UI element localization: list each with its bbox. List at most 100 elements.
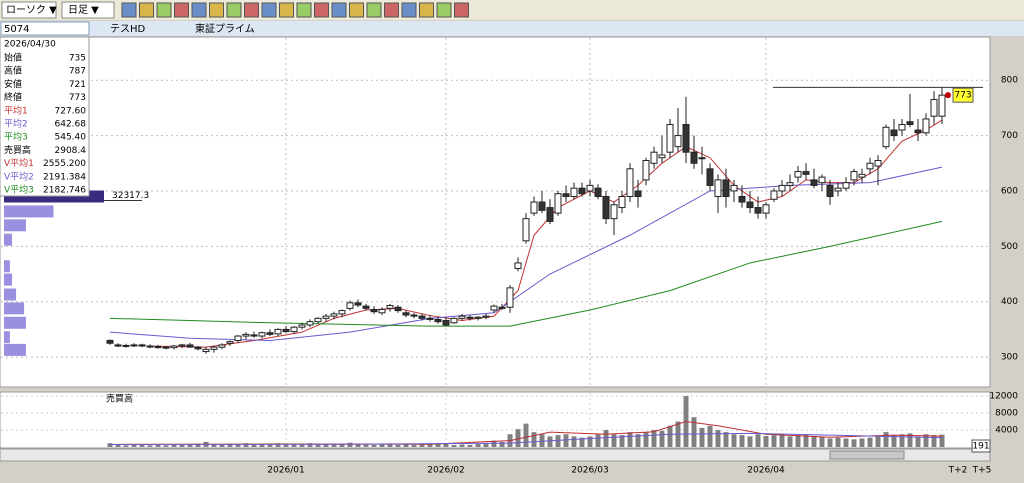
volume-bar: [235, 444, 241, 447]
candle-body: [482, 315, 490, 318]
volume-bar: [667, 425, 673, 447]
plot: 300 400 500 600 700 800 4000 8000 12000 2026/01 20…: [1, 38, 1018, 476]
info-label: 平均1: [4, 104, 28, 116]
volume-bar: [835, 437, 841, 447]
volume-bar: [723, 432, 729, 447]
candle-body: [194, 346, 202, 350]
candle-body: [282, 328, 290, 333]
volume-bar: [843, 438, 849, 447]
info-label: 高値: [4, 65, 22, 77]
candle-body: [274, 328, 282, 335]
tool-icon[interactable]: [401, 2, 417, 18]
volume-bar: [443, 443, 449, 447]
volume-bar: [243, 443, 249, 447]
tool-icon[interactable]: [436, 2, 452, 18]
tool-icon[interactable]: [314, 2, 329, 18]
volume-bar: [547, 436, 553, 447]
candle-body: [226, 341, 234, 344]
volume-bar: [163, 445, 169, 447]
market: 東証プライム: [195, 22, 255, 35]
tool-icon[interactable]: [296, 2, 312, 18]
volume-bar: [531, 432, 537, 447]
volume-bar: [299, 444, 305, 447]
code-input[interactable]: [0, 21, 90, 36]
tool-icon[interactable]: [121, 2, 137, 18]
info-value: 2908.4: [55, 146, 87, 156]
candle-body: [626, 168, 634, 197]
profile-bar: [4, 331, 10, 344]
candle-body: [314, 317, 322, 323]
info-value: 642.68: [55, 120, 87, 130]
tool-icon[interactable]: [331, 2, 347, 18]
tool-icon[interactable]: [366, 2, 382, 18]
chart-type-select[interactable]: [1, 1, 57, 19]
candle-body: [170, 345, 178, 349]
tool-icon[interactable]: [156, 2, 172, 18]
volume-bar: [875, 436, 881, 447]
period-select[interactable]: [61, 1, 115, 19]
candle-body: [458, 315, 466, 319]
tool-icon[interactable]: [279, 2, 294, 18]
chart-type[interactable]: ローソク ▼: [6, 4, 57, 16]
tool-icon[interactable]: [419, 2, 434, 18]
ma-line: [109, 166, 943, 341]
candle-body: [690, 151, 698, 164]
tool-icon[interactable]: [226, 2, 242, 18]
profile-bar: [4, 219, 26, 232]
tool-icon[interactable]: [261, 2, 277, 18]
scrollbar[interactable]: [0, 448, 991, 462]
volume-bar: [467, 444, 473, 447]
volume-bar: [331, 443, 337, 447]
period[interactable]: 日足 ▼: [68, 4, 99, 16]
candle-body: [570, 187, 578, 197]
candle-body: [162, 346, 170, 349]
x-tick-label: 2026/02: [427, 466, 464, 476]
candle-body: [890, 129, 898, 137]
volume-bar: [939, 434, 945, 447]
candle-body: [386, 305, 394, 309]
volume-bar: [139, 444, 145, 447]
candle-body: [794, 171, 802, 178]
tool-icon[interactable]: [139, 2, 154, 18]
tool-icon[interactable]: [384, 2, 399, 18]
volume-bar: [891, 435, 897, 447]
ma-line: [109, 420, 943, 445]
scroll-thumb[interactable]: [829, 450, 905, 460]
candle-body: [826, 184, 834, 197]
volume-bar: [603, 430, 609, 447]
tool-icon[interactable]: [244, 2, 259, 18]
volume-bar: [491, 440, 497, 447]
candle-body: [922, 118, 930, 134]
volume-bar: [747, 436, 753, 447]
candle-body: [778, 184, 786, 192]
volume-bar: [643, 432, 649, 447]
candle-body: [450, 317, 458, 324]
symbol-code[interactable]: 5074: [4, 24, 29, 35]
tool-icon[interactable]: [349, 2, 364, 18]
candle-body: [898, 124, 906, 131]
tool-icon[interactable]: [191, 2, 207, 18]
volume-bar: [187, 444, 193, 447]
y-tick-label: 8000: [995, 409, 1018, 419]
candle-body: [370, 308, 378, 313]
volume-bar: [123, 445, 129, 447]
info-label: 平均3: [4, 131, 28, 143]
profile-bar: [4, 302, 25, 315]
tool-icon[interactable]: [174, 2, 189, 18]
volume-bar: [499, 441, 505, 447]
candle-body: [914, 129, 922, 134]
volume-bar: [451, 444, 457, 447]
tool-icon[interactable]: [454, 2, 469, 18]
volume-bar: [635, 434, 641, 447]
volume-bar: [539, 434, 545, 447]
candle-body: [362, 305, 370, 309]
candle-body: [858, 173, 866, 178]
volume-bar: [715, 430, 721, 447]
symbol-bar: [0, 21, 1024, 36]
candle-body: [650, 151, 658, 164]
symbol-name: テスHD: [110, 24, 146, 35]
volume-bar: [651, 430, 657, 447]
tool-icon[interactable]: [209, 2, 224, 18]
volume-bar: [803, 434, 809, 447]
info-label: 終値: [4, 91, 22, 103]
